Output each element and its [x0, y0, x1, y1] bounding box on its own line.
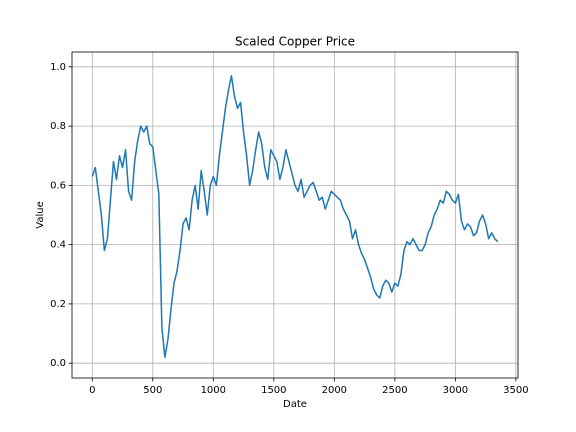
y-tick-label: 0.8	[50, 121, 66, 132]
y-tick-label: 0.2	[50, 299, 66, 310]
x-tick-label: 0	[89, 385, 95, 396]
y-tick-label: 0.4	[50, 240, 66, 251]
x-tick-label: 2500	[382, 385, 407, 396]
y-tick-label: 0.6	[50, 180, 66, 191]
x-axis-label: Date	[283, 399, 307, 410]
x-tick-label: 1500	[261, 385, 286, 396]
x-tick-label: 500	[143, 385, 162, 396]
plot-frame	[71, 51, 519, 379]
x-tick-label: 3000	[443, 385, 468, 396]
x-tick-label: 3500	[503, 385, 528, 396]
y-tick-label: 1.0	[50, 62, 66, 73]
y-axis-label: Value	[35, 201, 46, 228]
price-line	[91, 74, 499, 358]
x-tick-label: 1000	[201, 385, 226, 396]
chart-title: Scaled Copper Price	[235, 35, 355, 49]
x-tick-label: 2000	[322, 385, 347, 396]
y-tick-label: 0.0	[50, 358, 66, 369]
